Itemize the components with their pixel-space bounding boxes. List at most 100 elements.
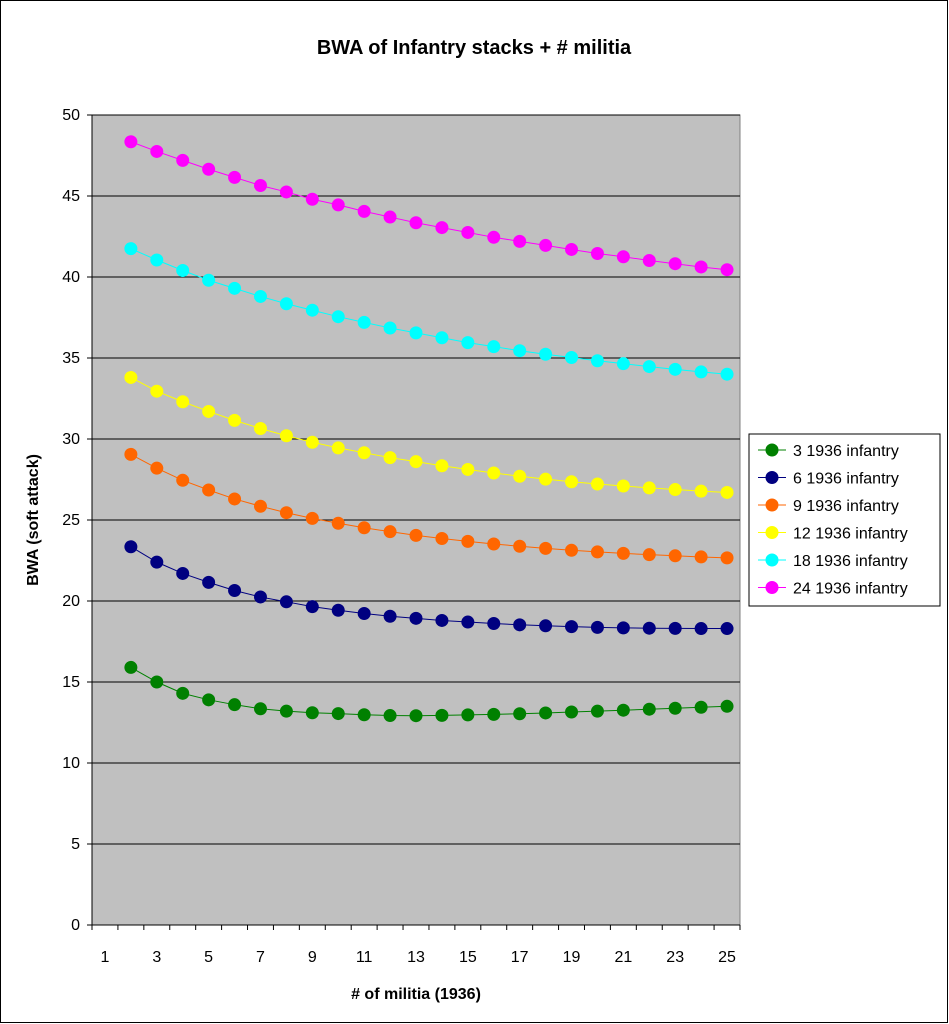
data-point — [279, 595, 293, 609]
data-point — [253, 178, 267, 192]
data-point — [176, 686, 190, 700]
data-point — [565, 475, 579, 489]
y-tick-label: 5 — [71, 836, 80, 853]
data-point — [513, 539, 527, 553]
data-point — [513, 234, 527, 248]
data-point — [331, 198, 345, 212]
data-point — [253, 702, 267, 716]
data-point — [331, 441, 345, 455]
data-point — [487, 466, 501, 480]
data-point — [150, 253, 164, 267]
legend-label-0: 3 1936 infantry — [793, 443, 899, 460]
y-tick-label: 40 — [62, 269, 80, 286]
data-point — [539, 238, 553, 252]
data-point — [590, 704, 604, 718]
data-point — [253, 421, 267, 435]
data-point — [176, 264, 190, 278]
data-point — [720, 263, 734, 277]
legend-marker-2 — [765, 498, 779, 512]
data-point — [124, 660, 138, 674]
data-point — [668, 362, 682, 376]
data-point — [253, 499, 267, 513]
data-point — [565, 543, 579, 557]
data-point — [487, 340, 501, 354]
data-point — [228, 492, 242, 506]
data-point — [202, 162, 216, 176]
data-point — [331, 603, 345, 617]
data-point — [642, 360, 656, 374]
data-point — [357, 446, 371, 460]
legend: 3 1936 infantry 6 1936 infantry 9 1936 inf… — [748, 433, 941, 607]
legend-label-2: 9 1936 infantry — [793, 498, 899, 515]
legend-label-1: 6 1936 infantry — [793, 471, 899, 488]
x-tick-label: 17 — [511, 949, 529, 966]
data-point — [305, 435, 319, 449]
data-point — [124, 135, 138, 149]
data-point — [357, 521, 371, 535]
data-point — [409, 528, 423, 542]
legend-marker-3 — [765, 526, 779, 539]
data-point — [176, 473, 190, 487]
data-point — [176, 566, 190, 580]
data-point — [590, 545, 604, 559]
data-point — [616, 357, 630, 371]
data-point — [487, 230, 501, 244]
x-tick-label: 25 — [718, 949, 736, 966]
grid-layer — [92, 114, 740, 845]
data-point — [435, 221, 449, 235]
x-tick-label: 13 — [407, 949, 425, 966]
data-point — [435, 708, 449, 722]
data-point — [228, 170, 242, 184]
data-point — [461, 534, 475, 548]
data-point — [590, 620, 604, 634]
x-tick-label: 3 — [152, 949, 161, 966]
data-point — [383, 321, 397, 335]
chart-title: BWA of Infantry stacks + # militia — [317, 37, 632, 59]
data-point — [720, 551, 734, 565]
data-point — [694, 484, 708, 498]
data-point — [487, 617, 501, 631]
data-point — [435, 531, 449, 545]
x-tick-label: 5 — [204, 949, 213, 966]
data-point — [150, 461, 164, 475]
data-point — [616, 703, 630, 717]
data-point — [331, 707, 345, 721]
data-point — [616, 479, 630, 493]
data-point — [590, 247, 604, 261]
data-point — [694, 365, 708, 379]
data-point — [668, 549, 682, 563]
data-point — [513, 469, 527, 483]
data-point — [539, 619, 553, 633]
data-point — [383, 451, 397, 465]
y-tick-label: 50 — [62, 107, 80, 124]
data-point — [720, 622, 734, 636]
data-point — [357, 204, 371, 218]
data-point — [253, 590, 267, 604]
data-point — [331, 516, 345, 530]
data-point — [279, 429, 293, 443]
data-point — [176, 395, 190, 409]
x-tick-label: 19 — [563, 949, 581, 966]
data-point — [383, 210, 397, 224]
data-point — [202, 483, 216, 497]
data-point — [150, 675, 164, 689]
data-point — [539, 347, 553, 361]
data-point — [305, 600, 319, 614]
y-tick-label: 35 — [62, 350, 80, 367]
data-point — [590, 477, 604, 491]
data-point — [461, 462, 475, 476]
data-point — [383, 709, 397, 723]
data-point — [616, 621, 630, 635]
data-point — [331, 310, 345, 324]
data-point — [357, 708, 371, 722]
data-point — [228, 281, 242, 295]
data-point — [409, 326, 423, 340]
data-point — [202, 273, 216, 287]
x-tick-label: 1 — [101, 949, 110, 966]
data-point — [435, 459, 449, 473]
data-point — [565, 620, 579, 634]
data-point — [409, 611, 423, 625]
data-point — [305, 511, 319, 525]
